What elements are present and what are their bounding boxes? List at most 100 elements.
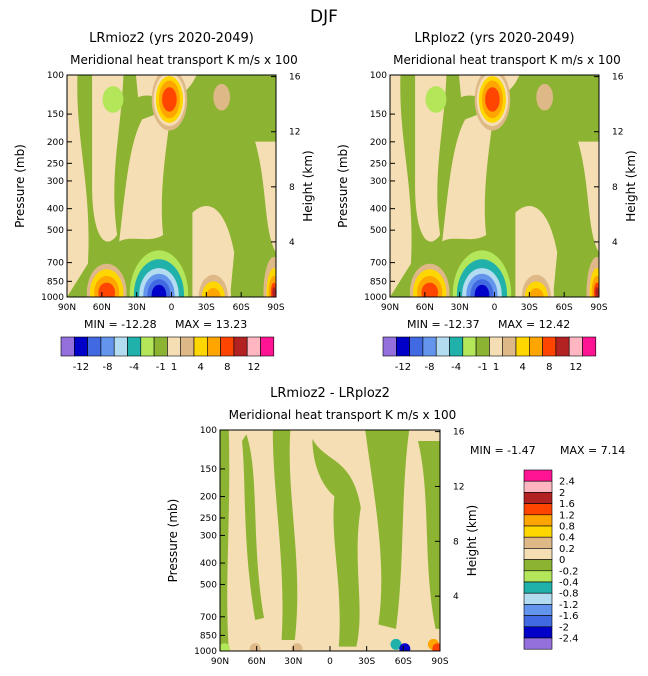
- field-contour: [151, 284, 167, 297]
- colorbar-swatch: [502, 336, 517, 357]
- y-tick-label: 400: [200, 559, 217, 569]
- colorbar-swatch: [246, 336, 261, 357]
- colorbar-swatch: [523, 615, 553, 628]
- y-tick-label: 200: [370, 138, 387, 148]
- x-tick-label: 60S: [395, 657, 412, 667]
- y-tick-label: 300: [47, 177, 64, 187]
- colorbar-label: 1.6: [559, 499, 575, 510]
- panel-title: LRmioz2 - LRploz2: [270, 386, 390, 401]
- main-title: DJF: [310, 7, 338, 27]
- panel-min-label: MIN = -1.47: [470, 444, 536, 457]
- colorbar-label: 12: [569, 362, 582, 373]
- colorbar-label: -4: [451, 362, 461, 373]
- field-contour: [485, 87, 500, 112]
- colorbar-label: -1: [478, 362, 488, 373]
- field-contour: [421, 282, 439, 297]
- colorbar-swatch: [523, 559, 553, 572]
- colorbar-swatch: [100, 336, 115, 357]
- colorbar-swatch: [193, 336, 208, 357]
- colorbar-swatch: [449, 336, 464, 357]
- y-tick-label: 500: [47, 226, 64, 236]
- colorbar-label: -12: [73, 362, 89, 373]
- colorbar-label: -8: [103, 362, 113, 373]
- panel-max-label: MAX = 12.42: [498, 318, 570, 331]
- x-tick-label: 90S: [431, 657, 448, 667]
- y-right-tick-label: 12: [612, 128, 623, 138]
- field-contour: [474, 284, 490, 297]
- x-tick-label: 30S: [358, 657, 375, 667]
- y-tick-label: 1000: [41, 293, 64, 303]
- colorbar-label: -2: [559, 622, 569, 633]
- chart-panel-1: LRmioz2 (yrs 2020-2049) Meridional heat t…: [13, 31, 315, 313]
- x-tick-label: 30S: [198, 303, 215, 313]
- colorbar-swatch: [74, 336, 88, 357]
- y-tick-label: 200: [47, 138, 64, 148]
- y-right-tick-label: 4: [453, 592, 459, 602]
- colorbar-label: -8: [425, 362, 435, 373]
- colorbar-label: 0.4: [559, 533, 575, 544]
- field-blob: [536, 83, 554, 111]
- y-right-tick-label: 16: [453, 428, 465, 438]
- y-right-tick-label: 8: [612, 183, 618, 193]
- y-tick-label: 700: [47, 259, 64, 269]
- x-tick-label: 90N: [381, 303, 399, 313]
- y-tick-label: 150: [200, 465, 217, 475]
- colorbar-swatch: [523, 514, 553, 527]
- field-contour: [291, 643, 303, 651]
- colorbar-swatch: [523, 548, 553, 560]
- y-tick-label: 850: [370, 277, 387, 287]
- y-right-axis-label: Height (km): [301, 150, 315, 221]
- y-right-tick-label: 16: [612, 73, 624, 83]
- panel-units: K m/s x 100: [227, 53, 298, 67]
- colorbar-swatch: [395, 336, 410, 357]
- colorbar-label: 12: [247, 362, 260, 373]
- field-region: [390, 75, 412, 297]
- y-tick-label: 500: [200, 580, 217, 590]
- colorbar-label: -1.6: [559, 611, 579, 622]
- field-contour: [528, 288, 544, 297]
- panels: LRmioz2 (yrs 2020-2049) Meridional heat t…: [13, 31, 638, 667]
- y-tick-label: 850: [200, 631, 217, 641]
- panel-max-label: MAX = 7.14: [560, 444, 625, 457]
- field-region: [442, 108, 495, 242]
- panel-subtitle: Meridional heat transport: [70, 53, 223, 67]
- field-region: [365, 430, 410, 629]
- field: [67, 75, 276, 297]
- field-contour: [432, 643, 440, 651]
- colorbar-swatch: [435, 336, 450, 357]
- colorbar-swatch: [523, 637, 553, 650]
- colorbar-label: 1: [171, 362, 177, 373]
- colorbar-label: 0.2: [559, 544, 575, 555]
- colorbar-swatch: [475, 336, 490, 357]
- y-tick-label: 250: [47, 159, 64, 169]
- colorbar-swatch: [127, 336, 142, 357]
- y-tick-label: 300: [200, 531, 217, 541]
- x-tick-label: 0: [327, 657, 333, 667]
- y-tick-label: 100: [200, 426, 217, 436]
- colorbar-swatch: [582, 336, 597, 357]
- x-tick-label: 60N: [248, 657, 266, 667]
- panel-subtitle: Meridional heat transport: [229, 408, 382, 422]
- y-right-tick-label: 12: [453, 482, 464, 492]
- x-tick-label: 60S: [556, 303, 573, 313]
- colorbar-swatch: [523, 492, 553, 504]
- x-tick-label: 90N: [211, 657, 229, 667]
- colorbar-swatch: [113, 336, 128, 357]
- colorbar-1: -12 -8 -4 -1 1 4 8 12: [60, 336, 275, 373]
- field-blob: [102, 86, 124, 113]
- colorbar-label: -4: [129, 362, 139, 373]
- colorbar-label: 8: [546, 362, 552, 373]
- colorbar-label: 8: [224, 362, 230, 373]
- colorbar-swatch: [422, 336, 437, 357]
- field-contour: [220, 643, 230, 651]
- colorbar-swatch: [523, 536, 553, 549]
- colorbar-swatch: [523, 480, 553, 493]
- colorbar-label: 2: [559, 488, 565, 499]
- field-region: [312, 438, 361, 647]
- field-contour: [162, 87, 177, 112]
- y-tick-label: 1000: [364, 293, 387, 303]
- y-tick-label: 200: [200, 493, 217, 503]
- panel-units: K m/s x 100: [385, 408, 456, 422]
- x-tick-label: 30N: [451, 303, 469, 313]
- field-contour: [249, 643, 261, 651]
